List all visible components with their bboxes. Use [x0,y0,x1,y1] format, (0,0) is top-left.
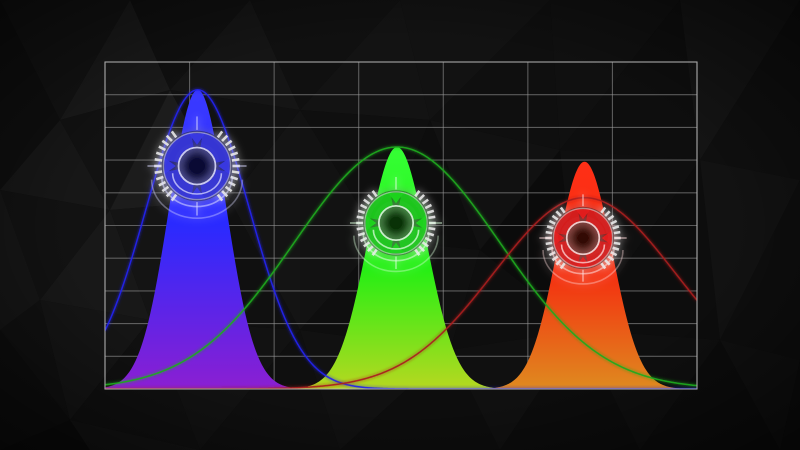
reticle-marker-green[interactable] [349,176,443,273]
crosshair-icon [539,194,627,282]
beam-scan-arcs [150,173,244,219]
reticle-inner-ring [377,204,415,242]
reticle-marker-blue[interactable] [147,116,247,219]
reticle-inner-ring [177,146,217,186]
reticle-outer-ring [552,207,614,269]
reticle-markers [147,116,627,285]
series-fill-blue [105,89,697,389]
reticle-outer-ring [162,131,232,201]
reticle-arrow-icons [164,133,230,199]
reticle-outer-ring [364,191,428,255]
reticle-arrow-icons [554,209,612,267]
beam-scan-arcs [542,244,624,285]
plot-border [104,61,698,390]
series-fill-green [105,147,697,389]
series-outline-green [105,146,697,387]
series-fill-red [105,161,697,389]
series-fills [105,89,697,389]
reticle-marker-red[interactable] [539,194,627,285]
beam-scan-arcs [353,229,439,273]
reticle-arrow-icons [365,192,427,254]
reticle-inner-ring [565,220,601,256]
crosshair-icon [147,116,247,216]
gear-teeth-icon [545,206,621,270]
crosshair-icon [349,176,443,270]
